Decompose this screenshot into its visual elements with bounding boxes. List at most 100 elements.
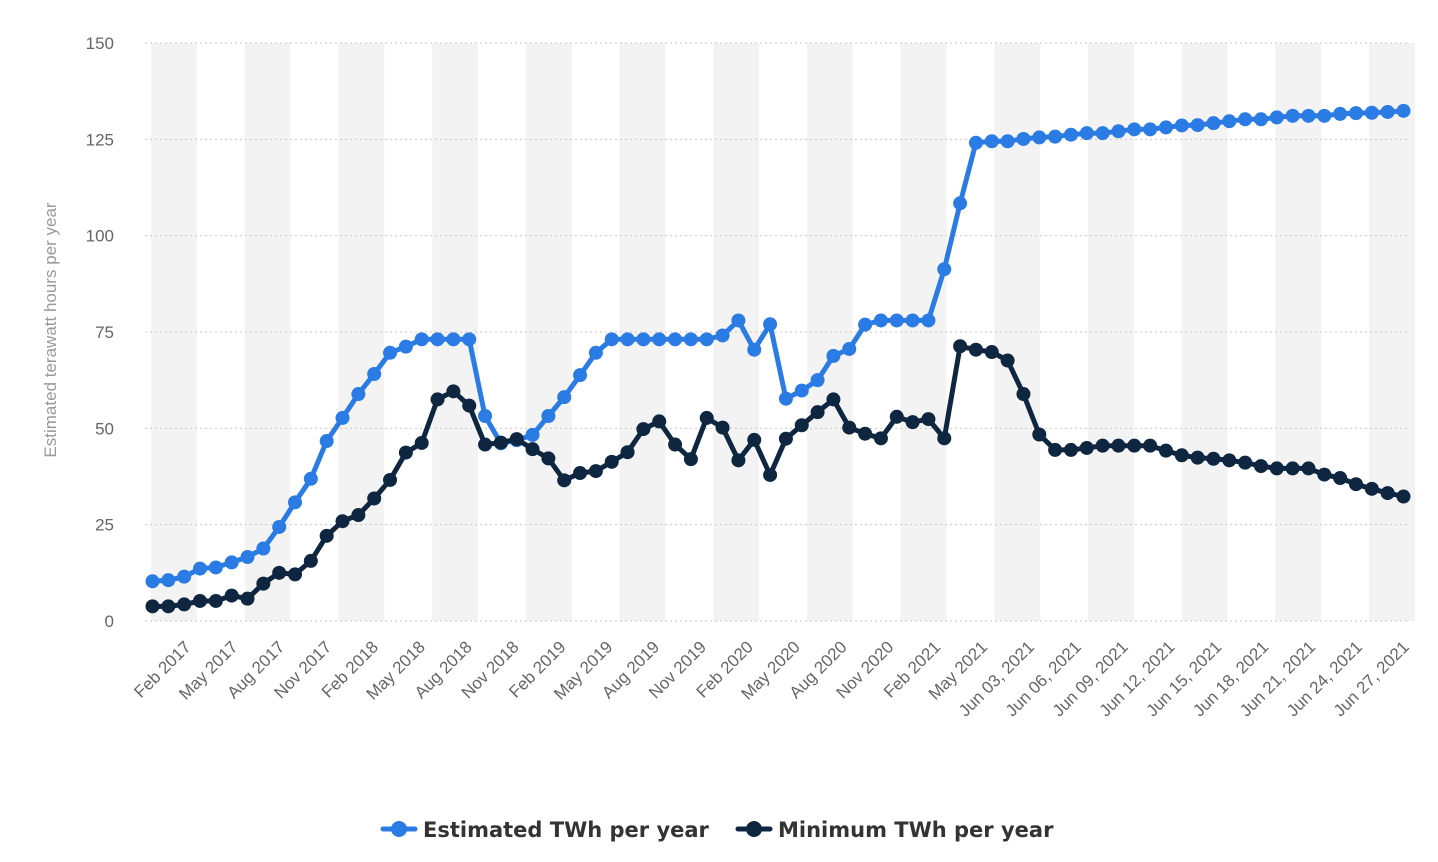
data-point (256, 541, 271, 556)
data-point (478, 437, 493, 452)
data-point (1285, 461, 1300, 476)
data-point (794, 418, 809, 433)
data-point (161, 599, 176, 614)
data-point (668, 332, 683, 347)
data-point (1396, 489, 1411, 504)
data-point (620, 445, 635, 460)
data-point (1063, 127, 1078, 142)
data-point (984, 134, 999, 149)
data-point (636, 422, 651, 437)
data-point (1380, 104, 1395, 119)
data-point (493, 435, 508, 450)
data-point (1127, 438, 1142, 453)
data-point (208, 593, 223, 608)
background-band (525, 43, 572, 621)
data-point (335, 514, 350, 529)
data-point (794, 383, 809, 398)
data-point (731, 453, 746, 468)
data-point (573, 368, 588, 383)
data-point (319, 434, 334, 449)
y-tick-label: 50 (95, 419, 114, 438)
series-group (145, 103, 1411, 614)
legend-label: Estimated TWh per year (423, 818, 710, 842)
data-point (193, 593, 208, 608)
data-point (1143, 438, 1158, 453)
data-point (1269, 461, 1284, 476)
data-point (842, 341, 857, 356)
data-point (763, 467, 778, 482)
data-point (810, 373, 825, 388)
data-point (1348, 106, 1363, 121)
data-point (1111, 124, 1126, 139)
data-point (1348, 477, 1363, 492)
data-point (1206, 451, 1221, 466)
data-point (1016, 387, 1031, 402)
data-point (573, 466, 588, 481)
data-point (240, 550, 255, 565)
data-point (1317, 108, 1332, 123)
data-point (604, 454, 619, 469)
data-point (272, 519, 287, 534)
data-point (1158, 443, 1173, 458)
data-point (683, 332, 698, 347)
data-point (1253, 459, 1268, 474)
data-point (541, 409, 556, 424)
data-point (462, 332, 477, 347)
data-point (145, 599, 160, 614)
background-band (1181, 43, 1228, 621)
data-point (177, 569, 192, 584)
data-point (208, 560, 223, 575)
data-point (303, 471, 318, 486)
y-tick-label: 125 (86, 130, 114, 149)
data-point (747, 432, 762, 447)
data-point (383, 345, 398, 360)
data-point (335, 410, 350, 425)
data-point (588, 345, 603, 360)
data-point (1032, 130, 1047, 145)
data-point (1048, 129, 1063, 144)
data-point (604, 332, 619, 347)
background-band (151, 43, 197, 621)
data-point (161, 573, 176, 588)
y-axis-ticks: 0 25 50 75 100 125 150 (86, 34, 114, 631)
data-point (224, 555, 239, 570)
data-point (1174, 448, 1189, 463)
data-point (1222, 453, 1237, 468)
data-point (193, 561, 208, 576)
data-point (921, 412, 936, 427)
data-point (1158, 120, 1173, 135)
data-point (1301, 108, 1316, 123)
data-point (731, 313, 746, 328)
data-point (1364, 105, 1379, 120)
data-point (1253, 112, 1268, 127)
data-point (1095, 126, 1110, 141)
data-point (921, 313, 936, 328)
legend-swatch-marker (746, 821, 762, 837)
data-point (636, 332, 651, 347)
data-point (984, 345, 999, 360)
data-point (1396, 103, 1411, 118)
data-point (873, 431, 888, 446)
y-tick-label: 25 (95, 516, 114, 535)
data-point (937, 431, 952, 446)
data-point (1380, 486, 1395, 501)
data-point (778, 431, 793, 446)
data-point (620, 332, 635, 347)
data-point (905, 415, 920, 430)
data-point (715, 328, 730, 343)
data-point (1190, 450, 1205, 465)
data-point (953, 339, 968, 354)
data-point (1285, 108, 1300, 123)
data-point (842, 420, 857, 435)
data-point (1333, 471, 1348, 486)
data-point (1063, 442, 1078, 457)
data-point (462, 398, 477, 413)
data-point (224, 588, 239, 603)
data-point (905, 313, 920, 328)
data-point (145, 574, 160, 589)
data-point (683, 452, 698, 467)
legend-label: Minimum TWh per year (778, 818, 1054, 842)
data-point (414, 332, 429, 347)
data-point (525, 442, 540, 457)
